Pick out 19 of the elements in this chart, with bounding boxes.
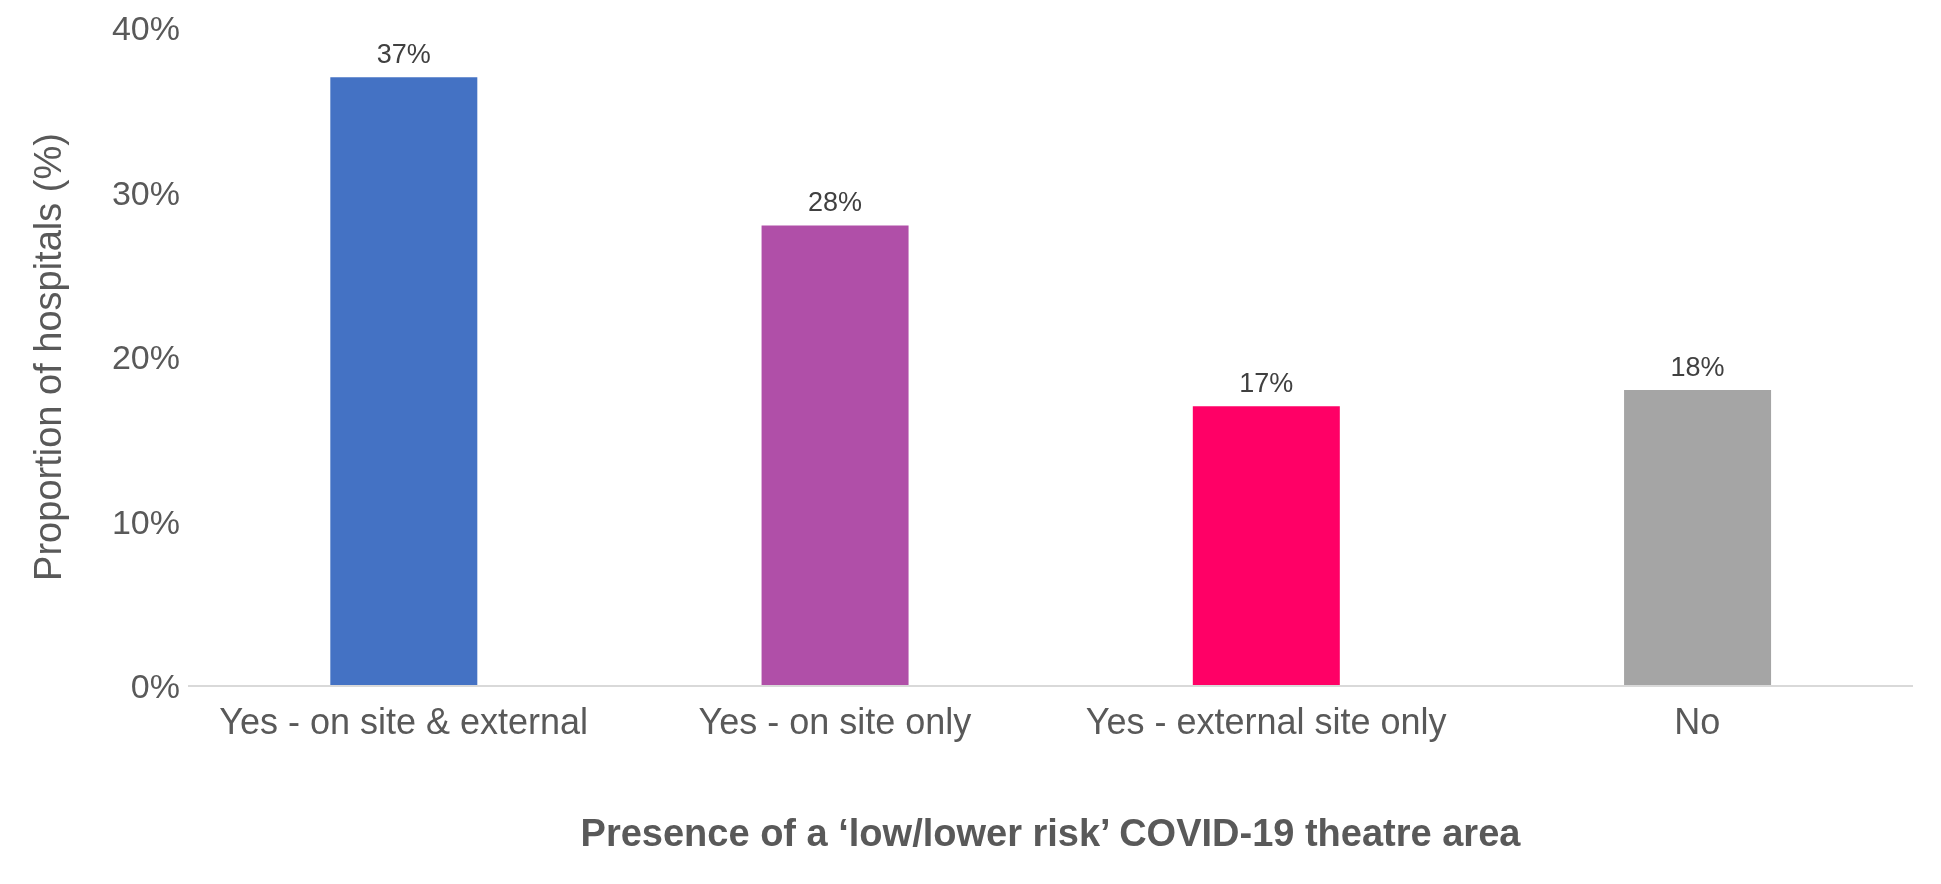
y-tick-label: 20% xyxy=(111,338,180,377)
bar xyxy=(1192,406,1340,686)
x-tick-label: No xyxy=(1674,700,1721,742)
data-label: 28% xyxy=(808,187,863,218)
x-tick-label: Yes - external site only xyxy=(1085,700,1447,742)
y-tick-label: 30% xyxy=(111,173,180,212)
bar xyxy=(761,225,909,686)
x-axis-title: Presence of a ‘low/lower risk’ COVID-19 theatre area xyxy=(580,812,1522,854)
x-tick-label: Yes - on site & external xyxy=(219,700,589,742)
bar xyxy=(1624,389,1772,686)
y-tick-label: 10% xyxy=(111,502,180,541)
bar xyxy=(330,77,478,686)
x-tick-label: Yes - on site only xyxy=(698,700,972,742)
data-label: 37% xyxy=(376,39,431,70)
y-tick-label: 40% xyxy=(111,9,180,48)
data-label: 17% xyxy=(1239,368,1294,399)
y-axis-title: Proportion of hospitals (%) xyxy=(27,133,70,581)
y-tick-label: 0% xyxy=(130,667,180,706)
data-label: 18% xyxy=(1670,351,1725,382)
